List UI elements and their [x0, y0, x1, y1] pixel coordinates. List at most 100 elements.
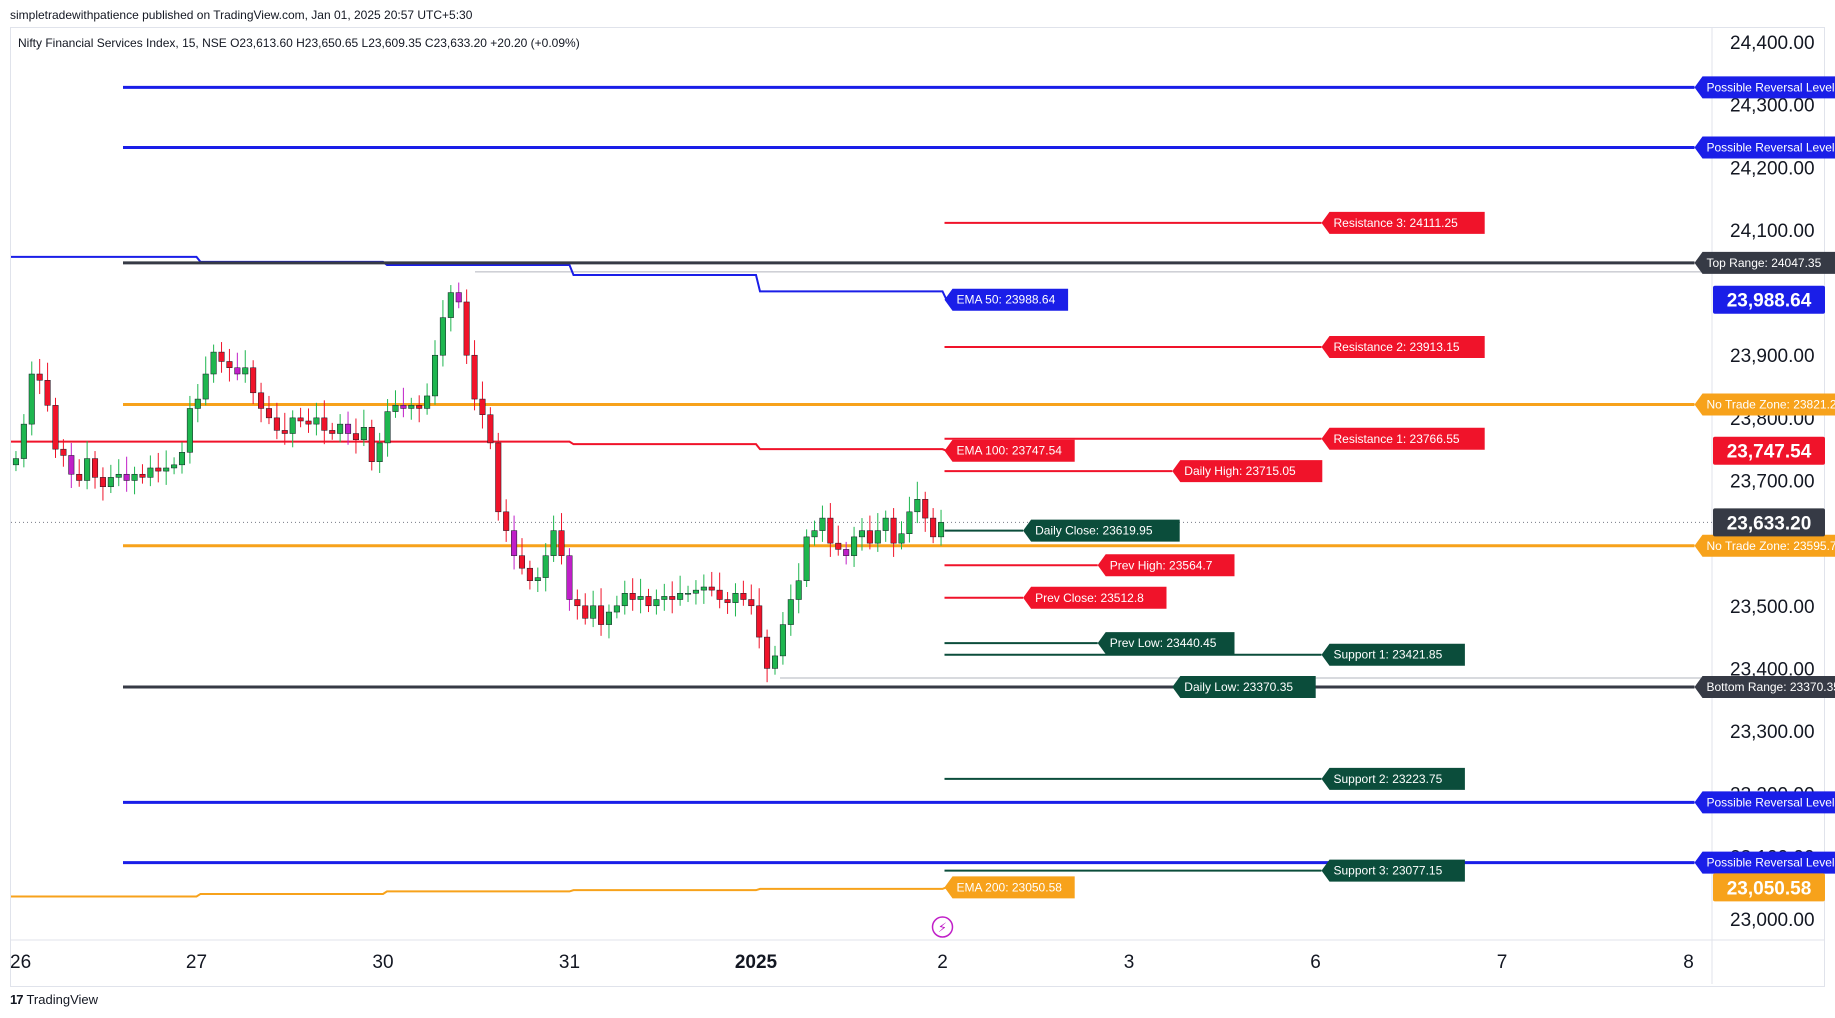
x-tick-label: 2025 — [735, 952, 778, 973]
ema-line — [11, 440, 947, 452]
candle-body — [68, 455, 75, 475]
candle-body — [708, 586, 715, 591]
chart-frame[interactable] — [10, 27, 1825, 987]
candle-body — [400, 405, 407, 409]
level-tag[interactable]: Possible Reversal Level: 24231.49 — [1694, 136, 1835, 159]
lightning-icon: ⚡ — [938, 921, 947, 936]
level-tag[interactable]: Resistance 1: 23766.55 — [1321, 427, 1485, 450]
ema-tag[interactable]: EMA 100: 23747.54 — [944, 439, 1075, 462]
candle-body — [669, 596, 676, 600]
candle-body — [44, 380, 51, 406]
candle-body — [60, 448, 67, 456]
candle-body — [439, 317, 446, 356]
candle-body — [463, 301, 470, 356]
y-tick-label: 24,200.00 — [1730, 158, 1815, 179]
price-badge-label: 23,050.58 — [1727, 878, 1812, 899]
price-badge — [1713, 436, 1825, 465]
candle-body — [329, 430, 336, 434]
candle-body — [155, 467, 162, 472]
candle-body — [795, 580, 802, 600]
candle-body — [36, 373, 43, 381]
price-badge-label: 23,633.20 — [1727, 513, 1812, 534]
level-tag[interactable]: Resistance 3: 24111.25 — [1321, 211, 1485, 234]
level-tag-text: Resistance 2: 23913.15 — [1334, 340, 1460, 354]
candle-body — [297, 417, 304, 422]
candle-body — [685, 593, 692, 595]
candle-body — [210, 351, 217, 375]
candle-body — [938, 522, 945, 538]
candle-body — [550, 530, 557, 556]
level-tag-text: Support 3: 23077.15 — [1334, 864, 1443, 878]
level-tag-box — [1694, 534, 1835, 557]
level-tag[interactable]: Resistance 2: 23913.15 — [1321, 335, 1485, 358]
symbol-legend[interactable]: Nifty Financial Services Index, 15, NSE … — [18, 36, 580, 50]
level-tag-text: Support 1: 23421.85 — [1334, 648, 1443, 662]
candle-body — [605, 611, 612, 625]
candle-body — [99, 477, 106, 488]
level-tag-text: Daily High: 23715.05 — [1184, 464, 1296, 478]
level-tag-box — [1694, 851, 1835, 874]
price-badge-label: 23,988.64 — [1727, 291, 1812, 312]
candle-body — [819, 517, 826, 531]
candle-body — [384, 411, 391, 444]
y-tick-label: 23,500.00 — [1730, 597, 1815, 618]
candle-body — [368, 427, 375, 462]
ema-tag[interactable]: EMA 50: 23988.64 — [944, 288, 1069, 311]
tradingview-logo[interactable]: 17 TradingView — [10, 992, 98, 1007]
candle-body — [866, 530, 873, 544]
level-tag[interactable]: Daily High: 23715.05 — [1172, 460, 1323, 483]
price-badge-label: 23,747.54 — [1727, 442, 1812, 463]
level-tag[interactable]: Bottom Range: 23370.35 — [1694, 676, 1835, 699]
y-tick-label: 24,300.00 — [1730, 96, 1815, 117]
candle-body — [732, 593, 739, 603]
level-tag[interactable]: Daily Low: 23370.35 — [1172, 676, 1316, 699]
level-tag[interactable]: Prev High: 23564.7 — [1097, 554, 1235, 577]
level-tag-box — [1023, 519, 1180, 542]
candle-body — [352, 433, 359, 441]
level-tag-box — [1023, 586, 1167, 609]
level-tag[interactable]: Support 2: 23223.75 — [1321, 767, 1465, 790]
candle-body — [273, 417, 280, 431]
candle-body — [890, 517, 897, 544]
level-tag[interactable]: Top Range: 24047.35 — [1694, 251, 1835, 274]
candle-body — [455, 292, 462, 303]
ema-tag-box — [944, 439, 1075, 462]
dividend-event-icon[interactable] — [931, 916, 954, 938]
level-tag[interactable]: Possible Reversal Level: 24327.63 — [1694, 76, 1835, 99]
candle-body — [748, 599, 755, 607]
candle-body — [76, 473, 83, 481]
level-tag[interactable]: Support 1: 23421.85 — [1321, 643, 1465, 666]
level-tag[interactable]: No Trade Zone: 23821.23 — [1694, 393, 1835, 416]
candle-body — [882, 517, 889, 531]
level-tag[interactable]: Possible Reversal Level: 23186.21 — [1694, 791, 1835, 814]
candle-body — [218, 351, 225, 362]
candle-body — [930, 517, 937, 538]
level-tag[interactable]: Prev Close: 23512.8 — [1023, 586, 1167, 609]
candle-body — [874, 530, 881, 544]
level-tag[interactable]: Daily Close: 23619.95 — [1023, 519, 1180, 542]
price-badge — [1713, 285, 1825, 314]
level-tag[interactable]: Possible Reversal Level: 23090.07 — [1694, 851, 1835, 874]
candle-body — [345, 423, 352, 434]
candle-body — [858, 530, 865, 538]
level-tag[interactable]: Support 3: 23077.15 — [1321, 859, 1465, 882]
level-tag-box — [1321, 643, 1465, 666]
candle-body — [629, 593, 636, 600]
level-tag-box — [1097, 554, 1235, 577]
level-tag[interactable]: No Trade Zone: 23595.79 — [1694, 534, 1835, 557]
level-tag[interactable]: Prev Low: 23440.45 — [1097, 632, 1235, 655]
candle-body — [621, 593, 628, 607]
candle-body — [376, 442, 383, 462]
candle-body — [653, 599, 660, 607]
candle-body — [495, 442, 502, 513]
candle-body — [305, 420, 312, 425]
candle-body — [337, 423, 344, 434]
candle-body — [178, 452, 186, 466]
candle-body — [28, 373, 35, 425]
level-tag-box — [1694, 136, 1835, 159]
candle-body — [281, 430, 288, 434]
level-tag-text: Possible Reversal Level: 24327.63 — [1707, 80, 1835, 94]
ema-tag[interactable]: EMA 200: 23050.58 — [944, 876, 1075, 899]
y-tick-label: 23,300.00 — [1730, 722, 1815, 743]
